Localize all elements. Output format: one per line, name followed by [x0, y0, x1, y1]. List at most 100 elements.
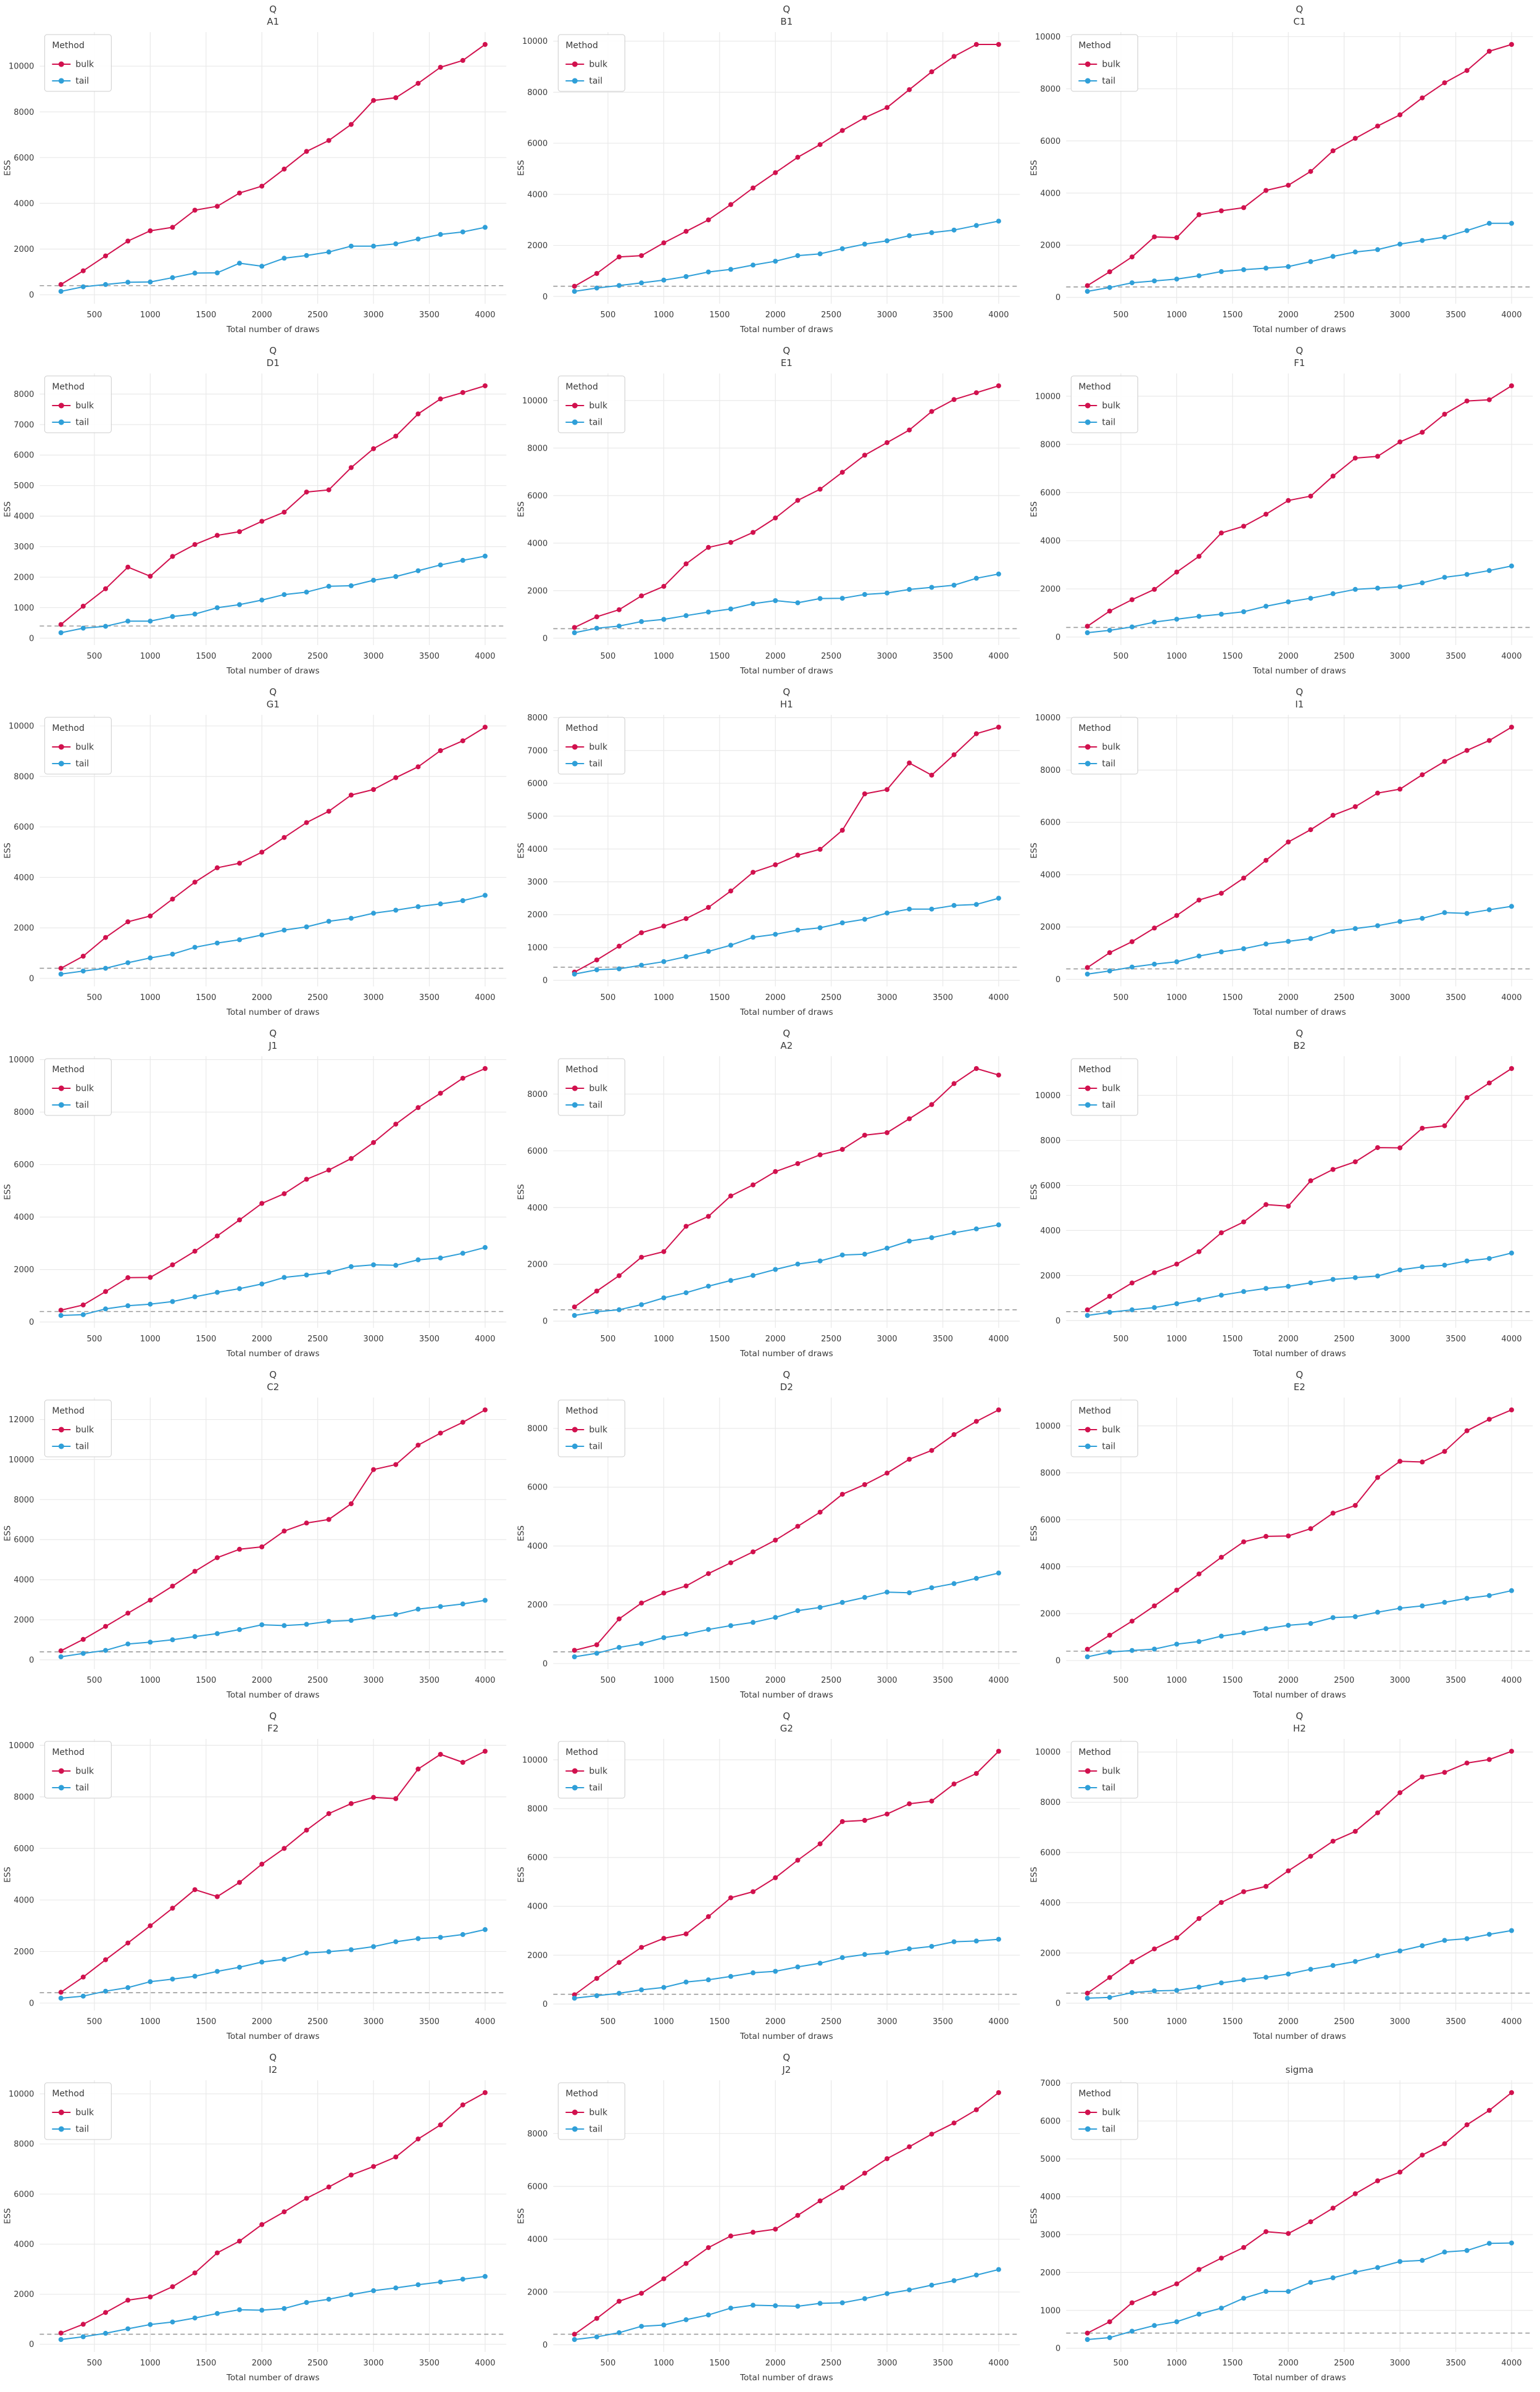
tail-marker: [1174, 2319, 1180, 2325]
bulk-marker: [906, 87, 912, 93]
bulk-marker: [638, 2291, 644, 2296]
tail-marker: [705, 1627, 711, 1632]
tail-marker: [616, 623, 622, 629]
legend-marker-bulk: [58, 744, 64, 750]
svg-text:1500: 1500: [196, 1335, 216, 1344]
bulk-marker: [683, 228, 689, 234]
bulk-marker: [772, 862, 778, 867]
legend-title: Method: [565, 723, 598, 733]
tail-marker: [1353, 1959, 1359, 1964]
tail-marker: [192, 270, 198, 276]
bulk-marker: [772, 2227, 778, 2232]
legend-label-bulk: bulk: [75, 1425, 94, 1435]
bulk-marker: [616, 1273, 622, 1278]
bulk-marker: [996, 42, 1001, 47]
tail-marker: [1308, 936, 1313, 941]
svg-text:2000: 2000: [252, 2017, 272, 2027]
tail-marker: [1420, 1943, 1425, 1948]
bulk-marker: [192, 542, 198, 548]
svg-text:4000: 4000: [14, 199, 34, 209]
bulk-marker: [929, 2132, 934, 2137]
legend-box: [44, 717, 112, 775]
legend-label-bulk: bulk: [1102, 401, 1122, 411]
tail-marker: [839, 1599, 845, 1605]
bulk-series: [1085, 1749, 1515, 1996]
tail-line: [1087, 565, 1512, 633]
bulk-marker: [973, 42, 979, 47]
bulk-series: [1085, 42, 1515, 288]
bulk-marker: [80, 2322, 86, 2327]
y-axis-label: ESS: [2, 501, 12, 517]
x-axis-ticks: 500 1000 1500 2000 2500 3000 3500 4000: [1113, 993, 1522, 1002]
tail-marker: [1130, 624, 1135, 630]
tail-marker: [192, 1973, 198, 1979]
legend-label-bulk: bulk: [75, 60, 94, 70]
x-axis-label: Total number of draws: [739, 2032, 833, 2041]
tail-marker: [572, 972, 577, 977]
bulk-marker: [661, 2276, 667, 2282]
bulk-marker: [1107, 2319, 1113, 2325]
bulk-marker: [1442, 1123, 1447, 1128]
tail-marker: [438, 901, 443, 907]
tail-marker: [1442, 2249, 1447, 2255]
svg-text:2500: 2500: [1334, 993, 1354, 1002]
svg-text:4000: 4000: [988, 2017, 1009, 2027]
bulk-marker: [1286, 1204, 1291, 1209]
tail-marker: [103, 965, 109, 971]
tail-marker: [996, 1222, 1001, 1228]
bulk-marker: [259, 1544, 265, 1549]
svg-text:3500: 3500: [419, 310, 439, 320]
svg-text:2000: 2000: [14, 1265, 34, 1275]
y-axis-label: ESS: [516, 1525, 526, 1541]
bulk-marker: [415, 764, 421, 770]
tail-marker: [58, 289, 64, 294]
y-axis-label: ESS: [2, 843, 12, 859]
bulk-marker: [348, 465, 354, 470]
svg-text:0: 0: [543, 2341, 547, 2350]
tail-marker: [772, 1267, 778, 1272]
bulk-marker: [1130, 1959, 1135, 1964]
bulk-marker: [616, 254, 622, 260]
bulk-series: [572, 42, 1001, 289]
tail-marker: [750, 1970, 755, 1975]
svg-text:10000: 10000: [522, 396, 547, 406]
tail-marker: [192, 1634, 198, 1640]
tail-series: [1085, 1928, 1515, 2001]
legend-box: [44, 34, 112, 92]
x-axis-label: Total number of draws: [226, 1349, 320, 1359]
svg-text:500: 500: [1113, 993, 1129, 1002]
tail-marker: [148, 619, 153, 624]
bulk-marker: [1375, 790, 1381, 796]
subplot-title: QB1: [780, 4, 793, 27]
svg-text:1500: 1500: [709, 1335, 730, 1344]
tail-marker: [750, 2302, 755, 2308]
tail-marker: [1196, 2311, 1202, 2317]
bulk-marker: [393, 1462, 399, 1467]
tail-marker: [862, 1952, 867, 1957]
bulk-marker: [1219, 1900, 1225, 1905]
tail-marker: [125, 1985, 131, 1990]
tail-marker: [125, 2326, 131, 2332]
svg-text:1500: 1500: [196, 2359, 216, 2368]
svg-text:2500: 2500: [1334, 1335, 1354, 1344]
bulk-marker: [371, 2164, 377, 2169]
legend-marker-tail: [1085, 761, 1091, 767]
legend-marker-bulk: [58, 1427, 64, 1433]
svg-text:1500: 1500: [196, 310, 216, 320]
svg-text:3000: 3000: [1390, 2017, 1410, 2027]
bulk-marker: [817, 486, 823, 492]
bulk-line: [1087, 1409, 1512, 1650]
gridlines: [40, 2080, 507, 2352]
tail-marker: [594, 285, 599, 291]
legend-marker-bulk: [1085, 744, 1091, 750]
bulk-marker: [393, 95, 399, 101]
bulk-marker: [839, 1491, 845, 1497]
bulk-marker: [772, 170, 778, 175]
tail-marker: [1085, 630, 1091, 635]
legend-title: Method: [52, 1406, 85, 1416]
svg-text:A1: A1: [267, 16, 279, 27]
tail-marker: [1420, 580, 1425, 586]
